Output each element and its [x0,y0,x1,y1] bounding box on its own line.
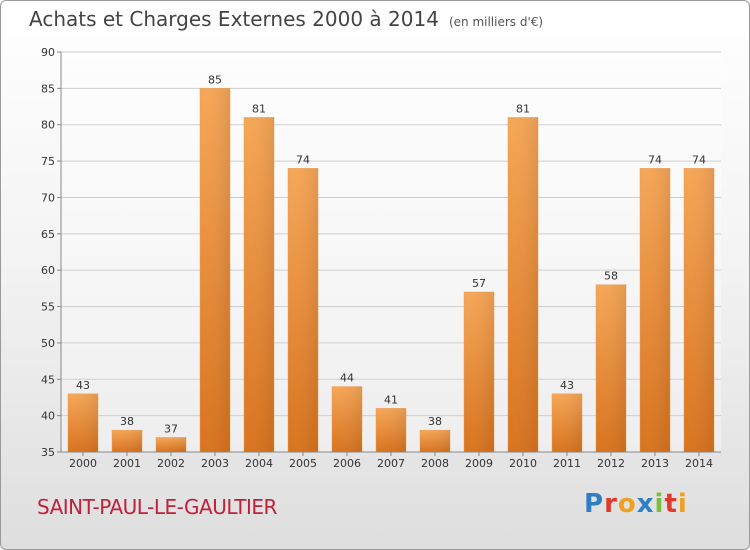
x-tick-label: 2014 [685,457,713,470]
bar-shade [640,168,670,452]
bar-value-label: 38 [120,415,134,428]
bar-value-label: 81 [516,102,530,115]
x-tick-label: 2001 [113,457,141,470]
bar-shade [156,437,186,452]
bar-value-label: 37 [164,422,178,435]
logo-letter: P [584,489,605,519]
bar-shade [332,386,362,452]
x-tick-label: 2012 [597,457,625,470]
logo-letter: x [636,489,655,519]
y-tick-label: 65 [41,228,55,241]
x-tick-label: 2004 [245,457,273,470]
y-tick-label: 35 [41,446,55,459]
y-tick-label: 70 [41,191,55,204]
proxiti-logo: Proxiti [584,489,688,519]
x-tick-label: 2011 [553,457,581,470]
bar-shade [68,393,98,452]
bar-shade [508,117,538,453]
bar-layer: 43 38 37 85 81 74 44 41 38 57 81 43 58 74 74 [67,73,715,453]
x-tick-label: 2007 [377,457,405,470]
bar-value-label: 44 [340,372,354,385]
bar-value-label: 85 [208,73,222,86]
x-tick-label: 2000 [69,457,97,470]
x-tick-label: 2009 [465,457,493,470]
bar-value-label: 43 [560,379,574,392]
bar-shade [244,117,274,453]
bar-shade [596,284,626,452]
y-tick-label: 60 [41,264,55,277]
chart-subtitle: (en milliers d'€) [448,15,544,29]
bar-value-label: 43 [76,379,90,392]
y-tick-label: 50 [41,337,55,350]
bar-shade [200,88,230,452]
x-tick-label: 2013 [641,457,669,470]
y-tick-label: 45 [41,373,55,386]
title-text: Achats et Charges Externes 2000 à 2014 [29,7,439,31]
bar-value-label: 41 [384,393,398,406]
bar-value-label: 74 [296,153,310,166]
chart-title: Achats et Charges Externes 2000 à 2014 (e… [29,7,543,31]
x-tick-label: 2006 [333,457,361,470]
commune-name: SAINT-PAUL-LE-GAULTIER [37,495,277,519]
bar-shade [112,430,142,452]
logo-letter: i [654,489,665,519]
bar-value-label: 81 [252,102,266,115]
bar-shade [376,408,406,452]
bar-value-label: 57 [472,277,486,290]
bar-value-label: 74 [692,153,706,166]
x-tick-label: 2002 [157,457,185,470]
logo-letter: i [677,489,688,519]
y-tick-label: 55 [41,301,55,314]
logo-letter: r [604,489,618,519]
y-tick-label: 40 [41,410,55,423]
y-tick-label: 85 [41,82,55,95]
axis-layer: 35 40 45 50 55 60 65 70 75 80 85 90 2000 2001 2002 2003… [41,46,721,470]
logo-letter: t [664,489,678,519]
x-tick-label: 2008 [421,457,449,470]
x-tick-label: 2005 [289,457,317,470]
bar-shade [420,430,450,452]
logo-letter: o [617,489,637,519]
bar-shade [552,393,582,452]
x-tick-label: 2003 [201,457,229,470]
y-tick-label: 90 [41,46,55,59]
bar-value-label: 38 [428,415,442,428]
bar-value-label: 74 [648,153,662,166]
bar-shade [684,168,714,452]
y-tick-label: 80 [41,119,55,132]
bar-shade [464,292,494,452]
y-tick-label: 75 [41,155,55,168]
bar-value-label: 58 [604,270,618,283]
x-tick-label: 2010 [509,457,537,470]
bar-shade [288,168,318,452]
